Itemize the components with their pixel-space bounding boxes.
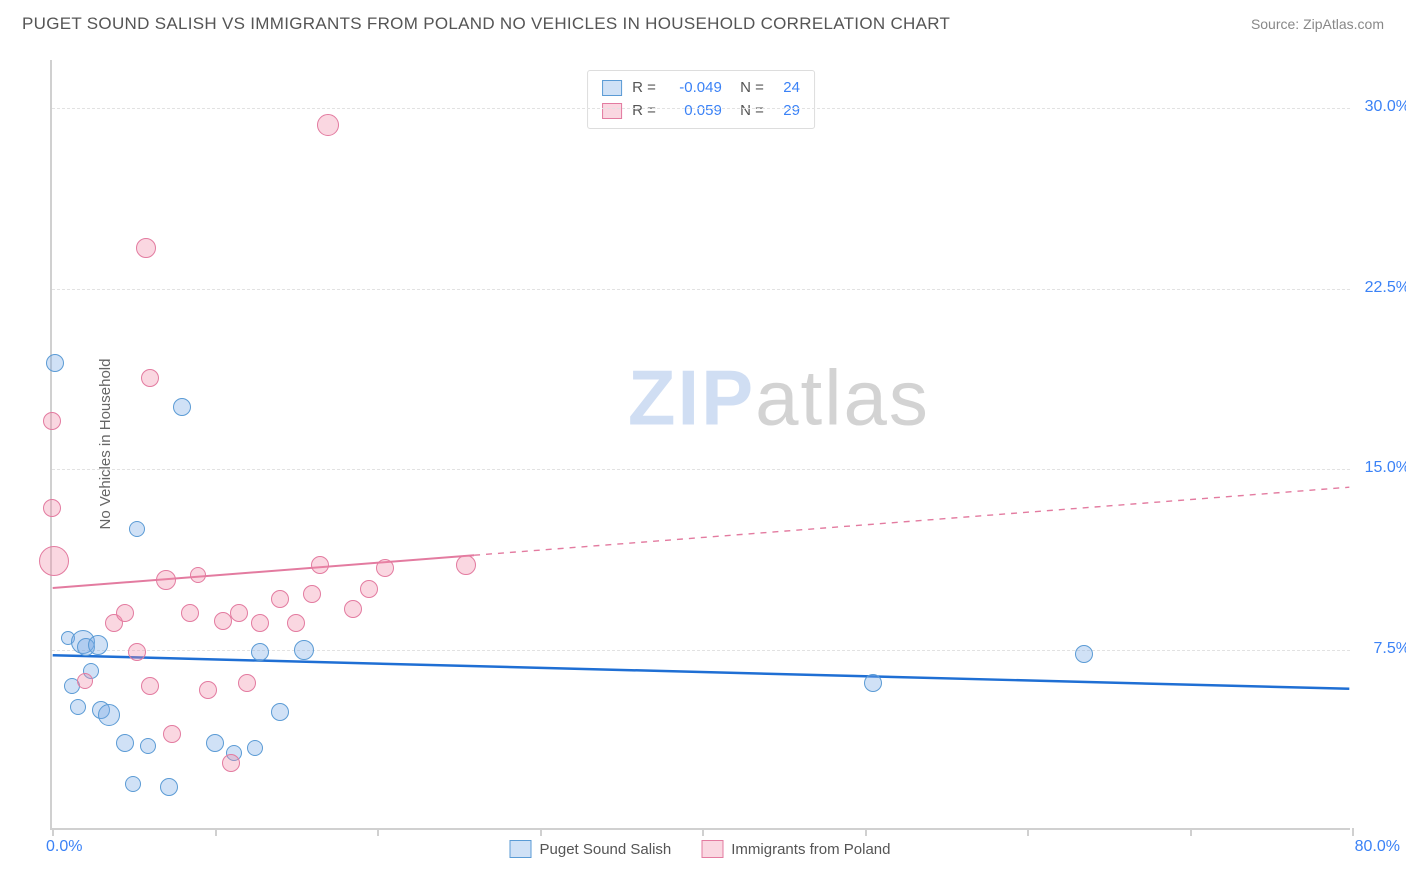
x-tick [215,828,217,836]
trendlines-svg [52,60,1350,828]
data-point-poland [39,546,69,576]
legend-label-puget: Puget Sound Salish [540,841,672,858]
data-point-poland [156,570,176,590]
gridline-h [52,289,1350,290]
y-axis-label: No Vehicles in Household [97,359,114,530]
x-tick [1027,828,1029,836]
legend-swatch-poland-2 [701,840,723,858]
x-tick [865,828,867,836]
n-value-puget: 24 [774,77,800,100]
data-point-puget [46,354,64,372]
data-point-poland [287,614,305,632]
legend-label-poland: Immigrants from Poland [731,841,890,858]
y-tick-label: 15.0% [1365,459,1406,477]
data-point-poland [311,556,329,574]
gridline-h [52,108,1350,109]
y-tick-label: 7.5% [1374,640,1406,658]
data-point-puget [140,738,156,754]
series-legend: Puget Sound Salish Immigrants from Polan… [510,840,891,858]
data-point-puget [206,734,224,752]
data-point-puget [125,776,141,792]
x-tick-label: 0.0% [46,838,82,856]
data-point-puget [251,643,269,661]
data-point-poland [43,412,61,430]
legend-item-puget: Puget Sound Salish [510,840,672,858]
watermark: ZIPatlas [628,352,930,443]
data-point-puget [70,699,86,715]
legend-swatch-puget-2 [510,840,532,858]
legend-row-poland: R = 0.059 N = 29 [602,100,800,123]
data-point-poland [141,369,159,387]
data-point-puget [294,640,314,660]
data-point-poland [190,567,206,583]
x-tick [52,828,54,836]
chart-title: PUGET SOUND SALISH VS IMMIGRANTS FROM PO… [22,14,950,34]
data-point-puget [116,734,134,752]
legend-swatch-puget [602,80,622,96]
r-value-puget: -0.049 [666,77,722,100]
source-label: Source: ZipAtlas.com [1251,16,1384,32]
x-tick [377,828,379,836]
data-point-puget [864,674,882,692]
legend-item-poland: Immigrants from Poland [701,840,890,858]
data-point-poland [344,600,362,618]
correlation-legend: R = -0.049 N = 24 R = 0.059 N = 29 [587,70,815,129]
r-label: R = [632,77,656,100]
x-tick [540,828,542,836]
watermark-part-a: ZIP [628,353,755,441]
data-point-poland [271,590,289,608]
n-value-poland: 29 [774,100,800,123]
data-point-poland [317,114,339,136]
data-point-puget [98,704,120,726]
data-point-poland [163,725,181,743]
data-point-poland [360,580,378,598]
data-point-puget [247,740,263,756]
data-point-poland [251,614,269,632]
y-tick-label: 22.5% [1365,279,1406,297]
data-point-puget [160,778,178,796]
gridline-h [52,650,1350,651]
data-point-poland [77,673,93,689]
data-point-poland [128,643,146,661]
data-point-poland [43,499,61,517]
data-point-poland [238,674,256,692]
data-point-poland [116,604,134,622]
data-point-poland [303,585,321,603]
data-point-poland [230,604,248,622]
x-tick [1352,828,1354,836]
data-point-puget [129,521,145,537]
r-value-poland: 0.059 [666,100,722,123]
data-point-poland [136,238,156,258]
data-point-puget [88,635,108,655]
gridline-h [52,469,1350,470]
watermark-part-b: atlas [755,353,930,441]
plot-region: ZIPatlas R = -0.049 N = 24 R = 0.059 N =… [50,60,1350,830]
data-point-puget [1075,645,1093,663]
data-point-poland [181,604,199,622]
n-label: N = [732,77,764,100]
data-point-puget [173,398,191,416]
data-point-poland [456,555,476,575]
y-tick-label: 30.0% [1365,98,1406,116]
data-point-puget [271,703,289,721]
data-point-poland [376,559,394,577]
legend-swatch-poland [602,103,622,119]
data-point-poland [222,754,240,772]
legend-row-puget: R = -0.049 N = 24 [602,77,800,100]
chart-area: ZIPatlas R = -0.049 N = 24 R = 0.059 N =… [50,60,1350,830]
x-tick [1190,828,1192,836]
r-label: R = [632,100,656,123]
n-label: N = [732,100,764,123]
data-point-poland [141,677,159,695]
x-tick [702,828,704,836]
data-point-poland [199,681,217,699]
x-tick-label: 80.0% [1355,838,1400,856]
